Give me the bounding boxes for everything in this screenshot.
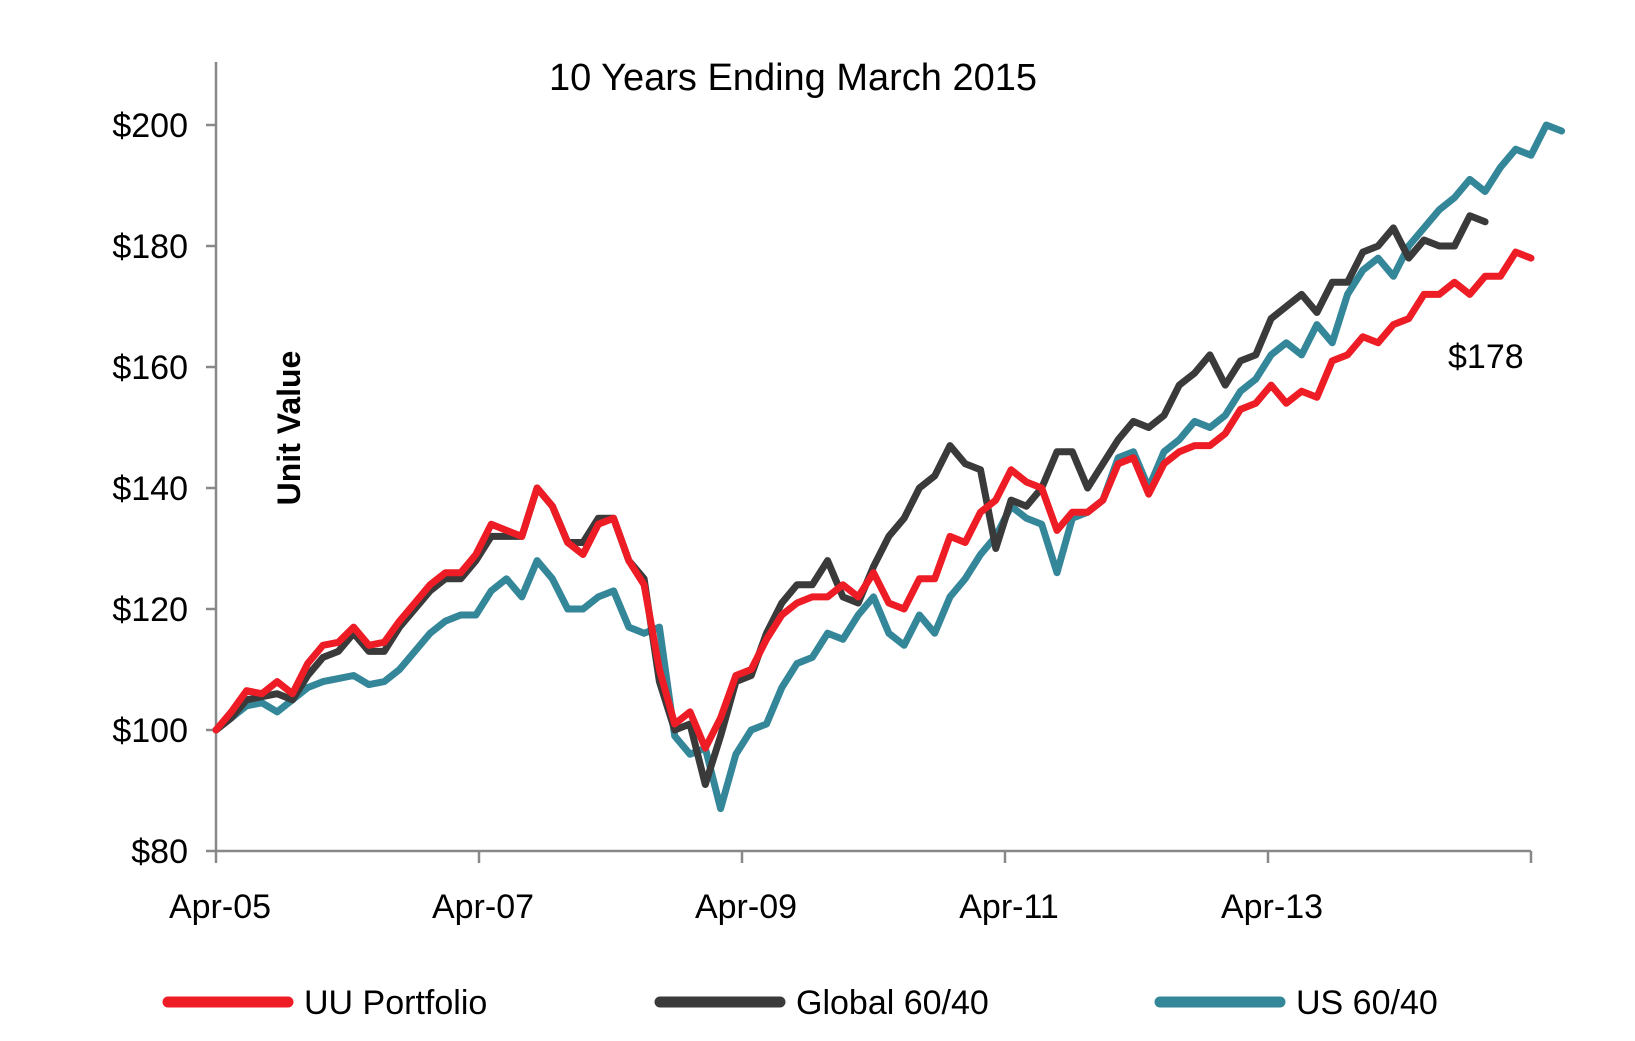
x-tick-label: Apr-09: [695, 888, 797, 926]
series-group: [212, 121, 1566, 813]
end-value-annotation: $178: [1448, 338, 1524, 376]
y-tick-label: $120: [112, 591, 188, 629]
y-tick-label: $180: [112, 228, 188, 266]
y-tick-label: $140: [112, 470, 188, 508]
legend-label: Global 60/40: [796, 984, 989, 1022]
y-tick-label: $160: [112, 349, 188, 387]
series-line-us-60-40: [212, 121, 1566, 813]
series-line-global-60-40: [212, 212, 1489, 788]
y-tick-label: $200: [112, 107, 188, 145]
x-tick-label: Apr-13: [1221, 888, 1323, 926]
legend: UU Portfolio Global 60/40 US 60/40: [162, 984, 1438, 1022]
x-tick-label: Apr-11: [959, 888, 1059, 926]
chart-title: 10 Years Ending March 2015: [549, 57, 1037, 99]
axes: $80 $100 $120 $140 $160 $180 $200 Apr-05 Apr-07 A…: [112, 62, 1533, 926]
y-tick-label: $100: [112, 712, 188, 750]
legend-label: UU Portfolio: [304, 984, 487, 1022]
x-tick-label: Apr-05: [169, 888, 271, 926]
y-tick-label: $80: [131, 833, 188, 871]
y-axis-label: Unit Value: [271, 351, 307, 506]
x-tick-label: Apr-07: [432, 888, 534, 926]
legend-label: US 60/40: [1296, 984, 1438, 1022]
series-line-uu-portfolio: [212, 248, 1535, 752]
